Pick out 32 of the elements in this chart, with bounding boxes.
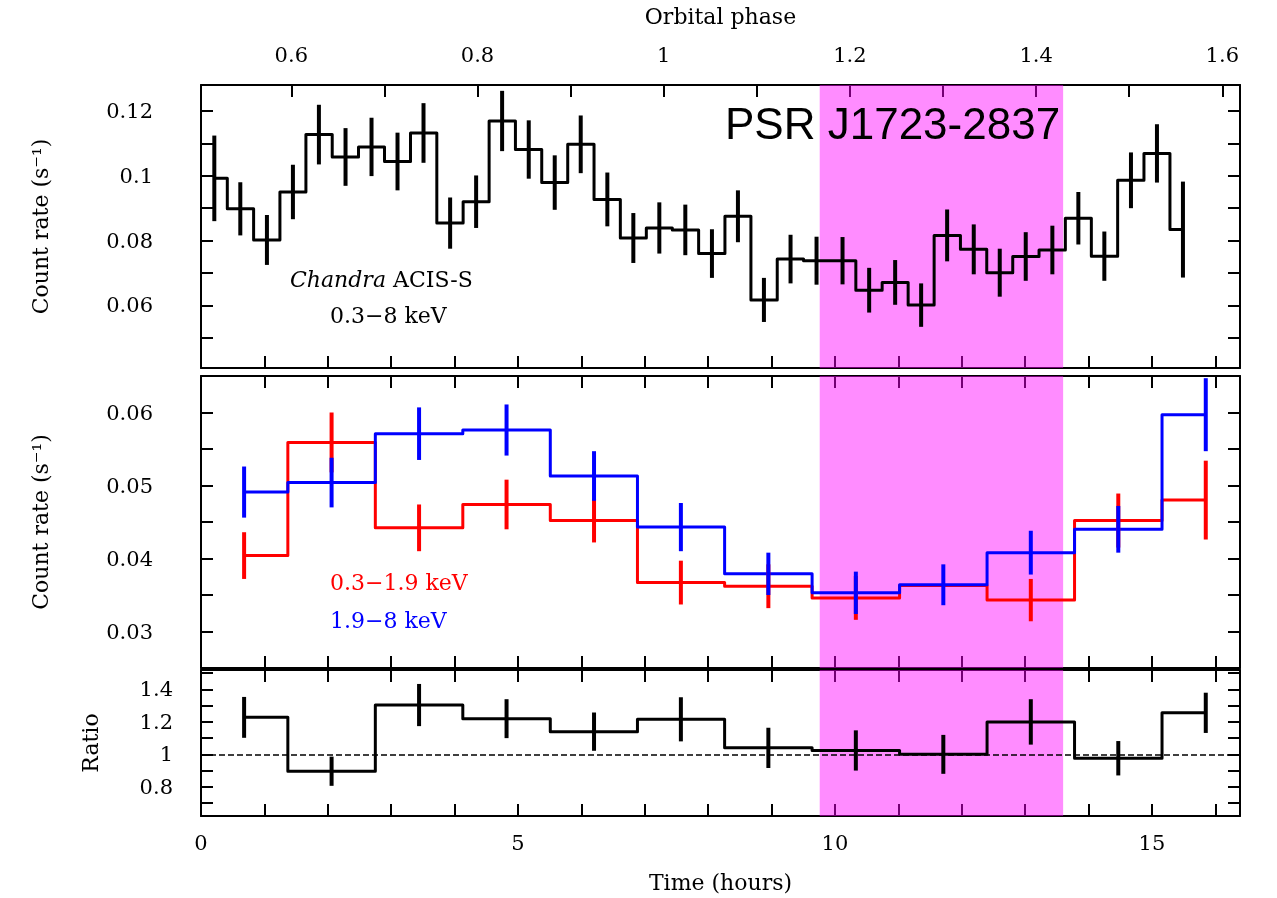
- y-tick-label: 1.4: [139, 677, 173, 702]
- y-axis-title: Ratio: [77, 713, 103, 773]
- y-tick-label: 0.8: [139, 774, 173, 799]
- text: 1.9−8 keV: [330, 607, 448, 633]
- x-tick-label: 5: [511, 830, 525, 855]
- y-tick-label: 0.04: [106, 546, 153, 571]
- y-tick-label: 0.03: [106, 619, 153, 644]
- y-axis-title: Count rate (s⁻¹): [27, 138, 53, 315]
- x-tick-label: 15: [1138, 830, 1166, 855]
- x2-tick-label: 1.4: [1019, 42, 1053, 67]
- x-tick-label: 10: [821, 830, 849, 855]
- y-tick-label: 0.05: [106, 473, 153, 498]
- series-label: 0.3−1.9 keV: [330, 569, 469, 595]
- x2-tick-label: 1.2: [833, 42, 867, 67]
- x2-tick-label: 0.6: [274, 42, 309, 67]
- y-tick-label: 0.1: [119, 163, 153, 188]
- annotation: 0.3−8 keV: [330, 303, 448, 329]
- annotation: PSR J1723-2837: [725, 99, 1061, 149]
- y-tick-label: 0.12: [106, 98, 153, 123]
- y-axis-title: Count rate (s⁻¹): [27, 434, 53, 610]
- x2-tick-label: 0.8: [460, 42, 495, 67]
- y-tick-label: 1.2: [139, 709, 173, 734]
- x-axis-title: Time (hours): [648, 869, 793, 895]
- x2-tick-label: 1.6: [1205, 42, 1240, 67]
- x2-tick-label: 1: [657, 42, 671, 67]
- x-tick-label: 0: [194, 830, 208, 855]
- x2-axis-title: Orbital phase: [644, 3, 797, 29]
- y-tick-label: 0.06: [106, 400, 153, 425]
- y-tick-label: 1: [159, 742, 173, 767]
- y-tick-label: 0.06: [106, 293, 153, 318]
- annotation: Chandra ACIS-S: [290, 267, 473, 293]
- y-tick-label: 0.08: [106, 228, 153, 253]
